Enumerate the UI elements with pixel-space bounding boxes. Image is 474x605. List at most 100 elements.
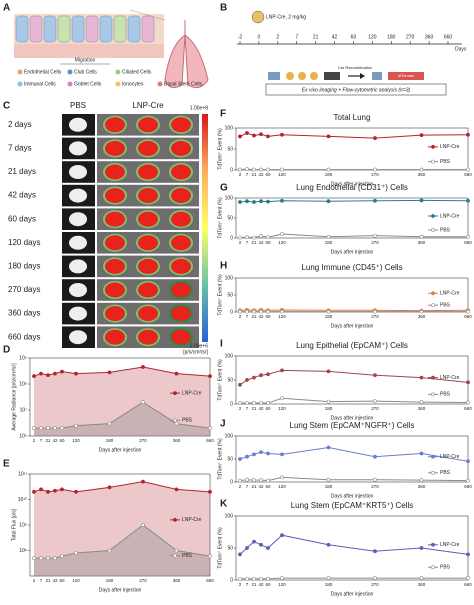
- x-tick-label: 180: [325, 240, 333, 245]
- x-axis-label: Days after injection: [331, 591, 374, 597]
- data-point: [419, 451, 424, 456]
- y-tick-label: 100: [225, 433, 234, 439]
- lnp-lung: [171, 164, 191, 180]
- x-axis-label: Days after injection: [331, 323, 374, 329]
- y-tick-label: 100: [225, 195, 234, 201]
- series-line: [239, 233, 468, 239]
- panel-letter: G: [220, 183, 228, 194]
- data-point: [39, 487, 43, 492]
- data-point: [280, 167, 284, 172]
- pbs-lung: [69, 283, 87, 297]
- data-point: [252, 200, 256, 204]
- x-tick-label: 270: [371, 314, 379, 319]
- x-tick-label: 660: [464, 240, 472, 245]
- data-point: [245, 235, 249, 240]
- x-tick-label: 270: [371, 240, 379, 245]
- y-tick-label: 0: [230, 235, 233, 241]
- x-tick-label: 60: [265, 582, 271, 587]
- data-point: [280, 475, 284, 480]
- data-point: [259, 132, 263, 137]
- x-tick-label: 270: [371, 406, 379, 411]
- y-axis-label: Total Flux [p/s]: [11, 508, 17, 541]
- x-tick-label: 42: [52, 438, 58, 443]
- data-point: [259, 309, 263, 314]
- panel-letter: F: [220, 109, 226, 120]
- series-line: [239, 534, 469, 555]
- data-point: [238, 576, 242, 581]
- chart-title: Lung Stem (EpCAM⁺NGFR⁺) Cells: [290, 421, 415, 430]
- data-point: [252, 539, 256, 544]
- colorbar: [202, 114, 208, 342]
- data-point: [60, 369, 64, 374]
- pbs-lung: [69, 165, 87, 179]
- lnp-lung: [138, 117, 158, 133]
- x-tick-label: 660: [464, 314, 472, 319]
- lnp-lung: [138, 140, 158, 156]
- timeline-label: 660: [444, 34, 453, 40]
- data-point: [259, 576, 263, 581]
- legend-label: PBS: [440, 470, 451, 476]
- x-tick-label: 7: [246, 172, 249, 177]
- x-tick-label: 21: [251, 582, 257, 587]
- x-tick-label: 2: [239, 484, 242, 489]
- data-point: [238, 457, 242, 461]
- cell-legend: Endothelial Cells: [24, 69, 62, 75]
- data-point: [60, 426, 64, 431]
- column-label: LNP-Cre: [132, 101, 164, 110]
- x-tick-label: 42: [52, 578, 58, 583]
- cell-legend: Basal Stem Cells: [164, 81, 203, 87]
- series-line: [33, 481, 211, 493]
- data-point: [238, 309, 242, 314]
- data-point: [280, 576, 284, 580]
- x-tick-label: 120: [278, 406, 286, 411]
- x-tick-label: 270: [371, 582, 379, 587]
- x-tick-label: 180: [325, 484, 333, 489]
- data-point: [238, 401, 242, 405]
- data-point: [326, 576, 331, 580]
- data-point: [46, 556, 50, 561]
- plot-frame: [235, 435, 469, 483]
- data-point: [238, 235, 242, 240]
- legend-marker: [431, 144, 435, 149]
- data-point: [419, 167, 424, 172]
- data-point: [266, 401, 270, 405]
- x-tick-label: 60: [265, 240, 271, 245]
- data-point: [141, 365, 145, 369]
- data-point: [326, 134, 331, 139]
- data-point: [280, 368, 284, 373]
- data-point: [280, 309, 284, 314]
- legend-marker: [431, 392, 435, 397]
- x-tick-label: 180: [325, 172, 333, 177]
- data-point: [326, 445, 331, 450]
- timeline-label: 60: [351, 34, 357, 40]
- data-point: [419, 198, 424, 203]
- x-axis-label: Days after injection: [331, 249, 374, 255]
- data-point: [238, 552, 242, 557]
- data-point: [245, 167, 249, 172]
- lnp-lung: [105, 188, 125, 204]
- data-point: [266, 576, 270, 581]
- data-point: [466, 309, 470, 314]
- legend-label: LNP-Cre: [440, 542, 460, 548]
- series-line: [239, 446, 469, 462]
- data-point: [245, 401, 249, 405]
- legend-label: PBS: [182, 418, 193, 424]
- x-tick-label: 660: [464, 172, 472, 177]
- y-tick-label: 10⁷: [20, 407, 28, 413]
- x-tick-label: 7: [40, 438, 43, 443]
- area: [34, 525, 210, 576]
- lnp-lung: [138, 258, 158, 274]
- data-point: [419, 309, 424, 314]
- data-point: [238, 478, 242, 483]
- data-point: [326, 167, 331, 172]
- data-point: [141, 400, 145, 405]
- y-axis-label: TdTom⁺ Event (%): [217, 128, 223, 170]
- x-tick-label: 180: [325, 582, 333, 587]
- data-point: [174, 421, 179, 426]
- x-tick-label: 7: [246, 582, 249, 587]
- pbs-lung: [69, 259, 87, 274]
- series-line: [33, 366, 211, 377]
- x-tick-label: 180: [325, 314, 333, 319]
- y-tick-label: 10⁹: [19, 522, 27, 528]
